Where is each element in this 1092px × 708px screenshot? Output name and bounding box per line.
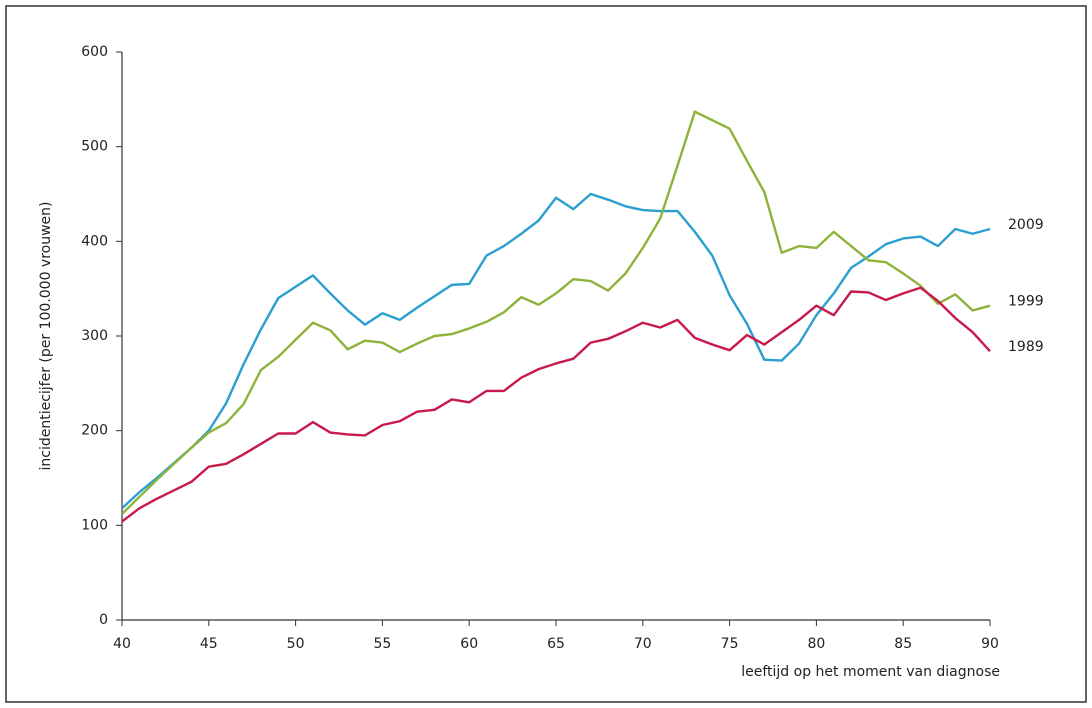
x-axis-label: leeftijd op het moment van diagnose (741, 664, 1000, 680)
x-tick-label: 85 (894, 636, 912, 652)
x-tick-label: 40 (113, 636, 131, 652)
y-tick-label: 600 (81, 44, 108, 60)
x-tick-label: 75 (721, 636, 739, 652)
y-tick-label: 500 (81, 139, 108, 155)
series-line (121, 110, 991, 515)
y-tick-label: 400 (81, 233, 108, 249)
frame (5, 5, 1087, 703)
series-line (121, 286, 991, 523)
y-tick-label: 300 (81, 328, 108, 344)
x-tick-label: 45 (200, 636, 218, 652)
y-axis-label: incidentiecijfer (per 100.000 vrouwen) (38, 201, 54, 470)
x-tick-label: 90 (981, 636, 999, 652)
series-label: 1999 (1008, 294, 1044, 310)
series-line (121, 192, 991, 510)
x-tick-label: 60 (460, 636, 478, 652)
y-tick-label: 200 (81, 423, 108, 439)
y-tick-label: 100 (81, 517, 108, 533)
x-tick-label: 65 (547, 636, 565, 652)
series-label: 1989 (1008, 339, 1044, 355)
x-tick-label: 70 (634, 636, 652, 652)
x-tick-label: 50 (287, 636, 305, 652)
x-tick-label: 80 (807, 636, 825, 652)
y-tick-label: 0 (99, 612, 108, 628)
series-label: 2009 (1008, 217, 1044, 233)
x-tick-label: 55 (373, 636, 391, 652)
